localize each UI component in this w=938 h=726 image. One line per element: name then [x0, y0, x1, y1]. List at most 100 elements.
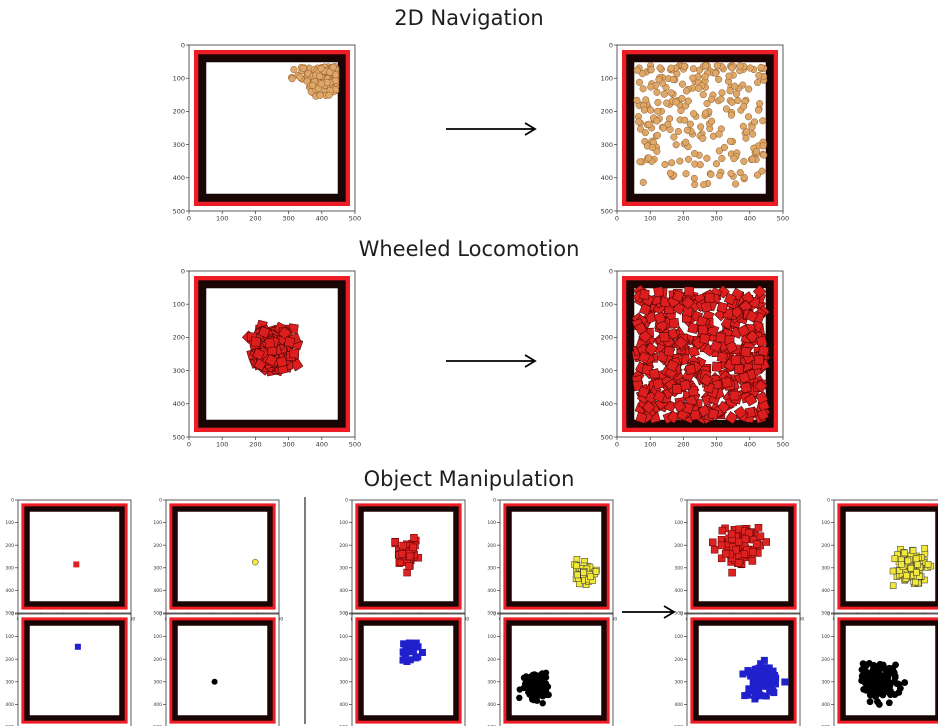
- x-tick-label: 100: [644, 215, 656, 223]
- agent-marker: [743, 128, 751, 136]
- x-tick-label: 200: [677, 441, 689, 449]
- y-tick-label: 0: [11, 498, 14, 504]
- agent-marker: [252, 558, 259, 566]
- y-tick-label: 500: [821, 611, 830, 617]
- y-tick-label: 400: [339, 588, 348, 594]
- x-tick-label: 200: [677, 215, 689, 223]
- y-tick-label: 100: [339, 520, 348, 526]
- agent-marker: [403, 648, 411, 656]
- agent-marker: [73, 561, 80, 568]
- agent-marker: [672, 289, 685, 303]
- arena-floor: [29, 511, 120, 602]
- agent-marker: [730, 355, 741, 365]
- agent-marker: [716, 301, 729, 314]
- y-tick-label: 200: [601, 108, 613, 116]
- agent-marker: [666, 115, 674, 123]
- agent-marker: [674, 336, 688, 350]
- x-tick-label: 300: [710, 441, 722, 449]
- agent-marker: [903, 572, 910, 580]
- agent-marker: [753, 171, 761, 179]
- agent-marker: [745, 85, 753, 93]
- agent-marker: [329, 63, 337, 71]
- y-tick-label: 0: [11, 612, 14, 618]
- agent-marker: [755, 670, 763, 678]
- agent-marker: [700, 301, 712, 313]
- agent-marker: [299, 64, 307, 72]
- agent-marker: [912, 578, 919, 586]
- y-tick-label: 300: [173, 367, 185, 375]
- agent-marker: [727, 530, 736, 538]
- agent-marker: [736, 62, 744, 70]
- agent-marker: [755, 71, 763, 79]
- y-tick-label: 300: [173, 141, 185, 149]
- agent-marker: [545, 691, 552, 699]
- agent-marker: [537, 679, 544, 686]
- agent-marker: [672, 141, 680, 149]
- agent-marker: [635, 411, 648, 424]
- y-tick-label: 300: [601, 141, 613, 149]
- agent-marker: [661, 160, 669, 169]
- agent-marker: [635, 118, 643, 126]
- agent-marker: [681, 116, 689, 124]
- agent-marker: [704, 292, 715, 303]
- agent-marker: [744, 667, 752, 675]
- agent-marker: [317, 65, 325, 73]
- agent-marker: [760, 656, 768, 664]
- agent-marker: [680, 62, 689, 70]
- agent-marker: [725, 72, 733, 80]
- y-tick-label: 400: [173, 400, 185, 408]
- arena-floor: [29, 625, 120, 716]
- agent-marker: [914, 561, 921, 568]
- agent-marker: [725, 411, 739, 425]
- agent-marker: [252, 347, 265, 361]
- agent-marker: [745, 330, 760, 344]
- agent-marker: [635, 78, 644, 86]
- y-tick-label: 400: [173, 174, 185, 182]
- agent-marker: [288, 75, 296, 83]
- agent-marker: [539, 699, 546, 707]
- agent-marker: [405, 639, 413, 647]
- y-tick-label: 500: [339, 725, 348, 726]
- agent-marker: [691, 180, 699, 189]
- agent-marker: [734, 96, 742, 105]
- agent-marker: [762, 538, 771, 546]
- y-tick-label: 100: [5, 520, 14, 526]
- agent-marker: [663, 99, 671, 107]
- agent-marker: [709, 538, 717, 547]
- agent-marker: [754, 106, 763, 114]
- agent-marker: [732, 90, 741, 98]
- agent-marker: [674, 127, 682, 136]
- agent-marker: [887, 687, 894, 695]
- agent-marker: [687, 322, 699, 334]
- y-tick-label: 100: [153, 634, 162, 640]
- agent-marker: [759, 669, 767, 677]
- agent-marker: [720, 143, 728, 152]
- agent-marker: [739, 670, 747, 678]
- y-tick-label: 0: [493, 612, 496, 618]
- agent-marker: [751, 665, 759, 673]
- agent-marker: [666, 359, 679, 372]
- agent-marker: [707, 408, 719, 420]
- y-tick-label: 400: [601, 174, 613, 182]
- y-tick-label: 400: [5, 702, 14, 708]
- agent-marker: [666, 410, 681, 424]
- arrow-head: [524, 354, 537, 368]
- y-tick-label: 100: [173, 300, 185, 308]
- arena-floor: [177, 625, 268, 716]
- agent-marker: [879, 663, 887, 671]
- agent-marker: [757, 63, 765, 71]
- y-tick-label: 200: [5, 543, 14, 549]
- agent-marker: [715, 332, 726, 343]
- x-tick-label: 500: [349, 215, 361, 223]
- agent-marker: [697, 404, 711, 418]
- agent-marker: [516, 694, 523, 702]
- y-tick-label: 500: [821, 725, 830, 726]
- agent-marker: [733, 364, 744, 375]
